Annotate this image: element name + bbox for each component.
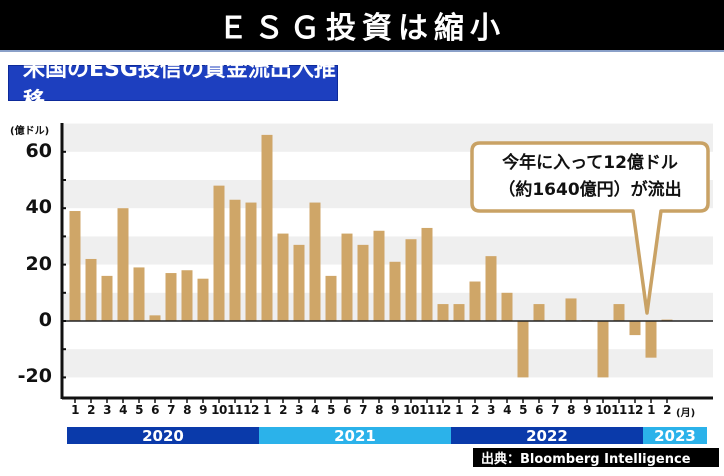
x-tick-label: 1 [647, 403, 655, 417]
bar [373, 230, 385, 321]
x-tick-label: 7 [167, 403, 175, 417]
y-axis-unit: (億ドル) [10, 126, 50, 137]
bar [309, 202, 321, 321]
bar [437, 304, 449, 321]
bar [565, 298, 577, 321]
bar [229, 199, 241, 321]
bar [69, 211, 81, 321]
headline-title: ＥＳＧ投資は縮小 [218, 11, 506, 46]
bar [101, 275, 113, 321]
year-band-2022: 2022 [451, 427, 643, 445]
year-band-2023: 2023 [643, 427, 707, 445]
bar [597, 321, 609, 378]
year-band-2020: 2020 [67, 427, 259, 445]
bar [645, 321, 657, 358]
bar [357, 244, 369, 321]
x-tick-label: 9 [583, 403, 591, 417]
chart-title: 米国のESG投信の資金流出入推移 [8, 57, 338, 114]
bar [277, 233, 289, 321]
year-band-2021: 2021 [259, 427, 451, 445]
bar [197, 278, 209, 321]
x-tick-label: 5 [519, 403, 527, 417]
bar [389, 261, 401, 321]
bar [453, 304, 465, 321]
bar [133, 267, 145, 321]
x-tick-label: 12 [243, 403, 259, 417]
x-tick-label: 10 [403, 403, 419, 417]
bar [421, 227, 433, 321]
callout-line-2: （約1640億円）が流出 [498, 180, 682, 200]
x-tick-label: 9 [199, 403, 207, 417]
x-tick-label: 3 [103, 403, 111, 417]
x-tick-label: 8 [183, 403, 191, 417]
bar [293, 244, 305, 321]
divider [0, 50, 724, 52]
x-tick-label: 11 [419, 403, 435, 417]
y-tick-label: 20 [25, 252, 52, 275]
bar [261, 134, 273, 321]
source-text: 出典：Bloomberg Intelligence [481, 452, 691, 467]
callout-bubble [470, 141, 710, 315]
y-tick-label: -20 [17, 365, 52, 388]
y-tick-label: 40 [25, 196, 52, 219]
x-tick-label: 11 [611, 403, 627, 417]
x-tick-label: 6 [535, 403, 543, 417]
x-tick-label: 6 [151, 403, 159, 417]
bar [629, 321, 641, 336]
x-tick-label: 8 [375, 403, 383, 417]
bar [533, 304, 545, 321]
x-axis-unit: (月) [676, 408, 696, 419]
bar [149, 315, 161, 321]
x-tick-label: 7 [551, 403, 559, 417]
grid-band [62, 349, 713, 378]
y-tick-label: 0 [38, 309, 52, 331]
headline-banner: ＥＳＧ投資は縮小 [0, 0, 724, 50]
x-tick-label: 6 [343, 403, 351, 417]
bar [213, 185, 225, 321]
x-tick-label: 7 [359, 403, 367, 417]
x-tick-label: 1 [263, 403, 271, 417]
x-tick-label: 8 [567, 403, 575, 417]
bar [341, 233, 353, 321]
bar [501, 292, 513, 321]
x-tick-label: 5 [327, 403, 335, 417]
x-tick-label: 9 [391, 403, 399, 417]
bar [85, 258, 97, 321]
bar [325, 275, 337, 321]
x-tick-label: 4 [311, 403, 319, 417]
x-tick-label: 10 [211, 403, 227, 417]
bar [181, 270, 193, 321]
x-tick-label: 3 [487, 403, 495, 417]
x-tick-label: 4 [119, 403, 127, 417]
x-tick-label: 5 [135, 403, 143, 417]
x-tick-label: 2 [279, 403, 287, 417]
bar [469, 281, 481, 321]
bar [405, 239, 417, 321]
x-tick-label: 2 [663, 403, 671, 417]
bar [517, 321, 529, 378]
chart-title-text: 米国のESG投信の資金流出入推移 [23, 57, 336, 114]
source-credit: 出典：Bloomberg Intelligence [473, 448, 719, 467]
x-tick-label: 2 [471, 403, 479, 417]
bar [245, 202, 257, 321]
x-tick-label: 4 [503, 403, 511, 417]
bar [485, 256, 497, 321]
x-tick-label: 3 [295, 403, 303, 417]
x-tick-label: 12 [627, 403, 643, 417]
x-tick-label: 1 [71, 403, 79, 417]
callout-line-1: 今年に入って12億ドル [502, 153, 678, 173]
bar [117, 208, 129, 321]
x-tick-label: 2 [87, 403, 95, 417]
x-tick-label: 11 [227, 403, 243, 417]
callout-annotation: 今年に入って12億ドル （約1640億円）が流出 [472, 150, 708, 204]
x-tick-label: 12 [435, 403, 451, 417]
bar [613, 304, 625, 321]
bar [165, 273, 177, 321]
grid-band [62, 236, 713, 265]
x-tick-label: 10 [595, 403, 611, 417]
x-tick-label: 1 [455, 403, 463, 417]
y-tick-label: 60 [25, 139, 52, 162]
